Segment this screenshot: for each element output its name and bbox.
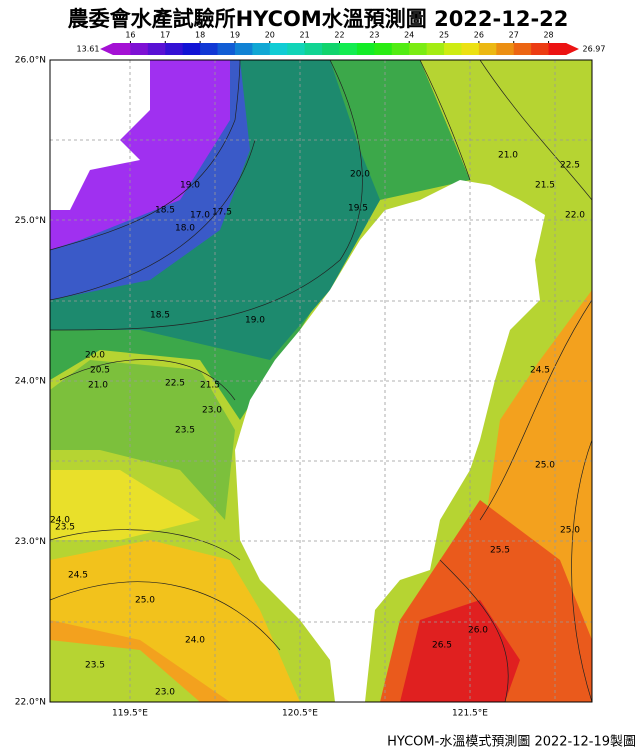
- contour-label: 21.5: [535, 181, 555, 191]
- colorbar-segment: [269, 43, 288, 55]
- colorbar-segment: [426, 43, 445, 55]
- contour-label: 17.0: [190, 211, 210, 221]
- colorbar-segment: [356, 43, 375, 55]
- colorbar-segment: [147, 43, 166, 55]
- contour-label: 18.5: [150, 311, 170, 321]
- lat-label: 26.0°N: [15, 56, 46, 66]
- colorbar-segment: [165, 43, 184, 55]
- colorbar-segment: [548, 43, 567, 55]
- colorbar-tick-label: 26: [474, 31, 484, 40]
- contour-label: 23.0: [202, 406, 222, 416]
- lon-label: 120.5°E: [282, 709, 318, 719]
- contour-label: 25.0: [535, 461, 555, 471]
- colorbar: 16 17 18 19 20 21 22 23 24 25 26 27 28: [100, 31, 579, 55]
- colorbar-tick-label: 23: [369, 31, 379, 40]
- colorbar-min: 13.61: [77, 45, 100, 54]
- contour-label: 23.5: [55, 523, 75, 533]
- colorbar-segment: [234, 43, 253, 55]
- colorbar-segment: [374, 43, 393, 55]
- lat-label: 22.0°N: [15, 698, 46, 708]
- colorbar-segment: [113, 43, 131, 55]
- colorbar-max: 26.97: [583, 45, 606, 54]
- colorbar-tick-label: 25: [439, 31, 449, 40]
- lat-labels: 26.0°N 25.0°N 24.0°N 23.0°N 22.0°N: [15, 56, 46, 708]
- graticule: [50, 60, 592, 702]
- taiwan: [235, 180, 545, 702]
- contour-label: 24.5: [68, 571, 88, 581]
- colorbar-high-tip: [566, 43, 579, 55]
- contour-label: 21.5: [200, 381, 220, 391]
- colorbar-segment: [409, 43, 428, 55]
- colorbar-segment: [444, 43, 462, 55]
- colorbar-segment: [287, 43, 306, 55]
- colorbar-tick-label: 16: [125, 31, 135, 40]
- contour-label: 25.5: [490, 546, 510, 556]
- contour-label: 20.0: [350, 170, 370, 180]
- colorbar-tick-label: 22: [334, 31, 344, 40]
- contour-label: 21.0: [88, 381, 108, 391]
- contour-label: 26.5: [432, 641, 452, 651]
- colorbar-tick-label: 21: [300, 31, 310, 40]
- colorbar-segment: [130, 43, 149, 55]
- contour-label: 21.0: [498, 151, 518, 161]
- lon-label: 119.5°E: [112, 709, 148, 719]
- contour-label: 22.0: [565, 211, 585, 221]
- contour-label: 25.0: [560, 526, 580, 536]
- colorbar-tick-label: 24: [404, 31, 414, 40]
- colorbar-segment: [339, 43, 358, 55]
- contour-label: 22.5: [165, 379, 185, 389]
- colorbar-segment: [217, 43, 236, 55]
- lon-labels: 119.5°E 120.5°E 121.5°E: [112, 709, 488, 719]
- colorbar-segment: [182, 43, 201, 55]
- contour-label: 22.5: [560, 161, 580, 171]
- colorbar-tick-label: 18: [195, 31, 205, 40]
- contour-label: 24.0: [185, 636, 205, 646]
- contour-label: 24.0: [50, 516, 70, 526]
- colorbar-tick-label: 17: [160, 31, 170, 40]
- contour-label: 18.0: [175, 224, 195, 234]
- lat-label: 23.0°N: [15, 537, 46, 547]
- colorbar-tick-label: 27: [509, 31, 519, 40]
- sst-field: 19.0 18.5 17.0 17.5 18.0 20.0 19.5 21.0 21.5 22.5…: [50, 60, 592, 702]
- colorbar-segment: [304, 43, 323, 55]
- colorbar-segment: [200, 43, 219, 55]
- contour-label: 19.0: [245, 316, 265, 326]
- contour-label: 20.5: [90, 366, 110, 376]
- colorbar-segment: [513, 43, 532, 55]
- contour-lines: [50, 60, 592, 702]
- title: 農委會水產試驗所HYCOM水溫預測圖 2022-12-22: [68, 7, 569, 31]
- contour-label: 18.5: [155, 206, 175, 216]
- colorbar-low-tip: [100, 43, 113, 55]
- colorbar-segment: [531, 43, 550, 55]
- colorbar-tick-label: 20: [265, 31, 275, 40]
- contour-label: 19.0: [180, 181, 200, 191]
- colorbar-segment: [478, 43, 497, 55]
- contour-label: 20.0: [85, 351, 105, 361]
- contour-labels: 19.0 18.5 17.0 17.5 18.0 20.0 19.5 21.0 21.5 22.5…: [50, 151, 585, 698]
- contour-label: 26.0: [468, 626, 488, 636]
- lon-label: 121.5°E: [452, 709, 488, 719]
- contour-label: 25.0: [135, 596, 155, 606]
- contour-label: 23.5: [85, 661, 105, 671]
- china-coast: [50, 60, 150, 210]
- contour-label: 23.0: [155, 688, 175, 698]
- footer: HYCOM-水溫模式預測圖 2022-12-19製圖: [387, 735, 636, 750]
- colorbar-segment: [461, 43, 480, 55]
- contour-label: 19.5: [348, 204, 368, 214]
- colorbar-segment: [391, 43, 410, 55]
- colorbar-tick-label: 28: [543, 31, 553, 40]
- colorbar-tick-label: 19: [230, 31, 240, 40]
- contour-label: 17.5: [212, 208, 232, 218]
- colorbar-segment: [322, 43, 340, 55]
- colorbar-segment: [496, 43, 515, 55]
- lat-label: 25.0°N: [15, 216, 46, 226]
- contour-label: 24.5: [530, 366, 550, 376]
- colorbar-segment: [252, 43, 271, 55]
- contour-label: 23.5: [175, 426, 195, 436]
- map-frame: [49, 59, 593, 703]
- lat-label: 24.0°N: [15, 377, 46, 387]
